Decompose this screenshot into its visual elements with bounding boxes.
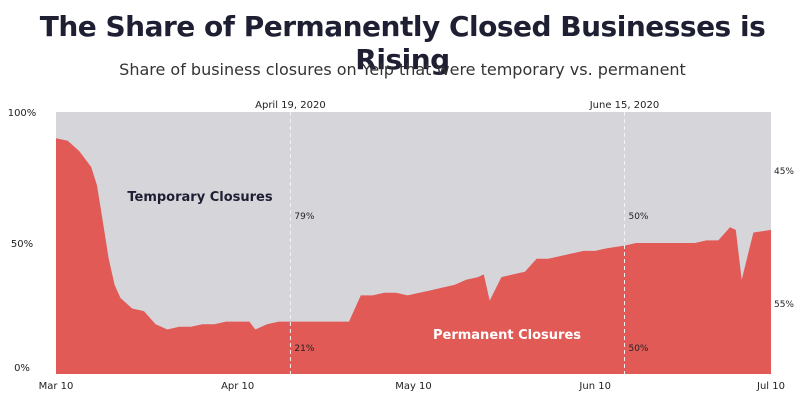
x-tick-label: May 10 xyxy=(395,381,432,392)
annotation-temporary-value: 50% xyxy=(628,212,648,222)
annotation-permanent-value: 21% xyxy=(294,344,314,354)
permanent-closures-area xyxy=(56,138,771,374)
x-tick-label: Apr 10 xyxy=(221,381,254,392)
y-tick-label: 0% xyxy=(14,363,30,374)
y-tick-label: 100% xyxy=(8,108,37,119)
x-tick-label: Mar 10 xyxy=(39,381,74,392)
chart-title: The Share of Permanently Closed Business… xyxy=(39,10,766,76)
annotation-permanent-value: 50% xyxy=(628,344,648,354)
permanent-closures-label: Permanent Closures xyxy=(433,328,581,343)
annotation-date-label: June 15, 2020 xyxy=(589,100,660,111)
temporary-closures-label: Temporary Closures xyxy=(127,190,272,205)
x-tick-label: Jun 10 xyxy=(578,381,611,392)
chart-subtitle: Share of business closures on Yelp that … xyxy=(119,60,686,79)
end-temporary-value: 45% xyxy=(774,167,794,177)
y-tick-label: 50% xyxy=(11,239,33,250)
x-tick-label: Jul 10 xyxy=(756,381,785,392)
end-permanent-value: 55% xyxy=(774,300,794,310)
annotation-date-label: April 19, 2020 xyxy=(255,100,326,111)
annotation-temporary-value: 79% xyxy=(294,212,314,222)
